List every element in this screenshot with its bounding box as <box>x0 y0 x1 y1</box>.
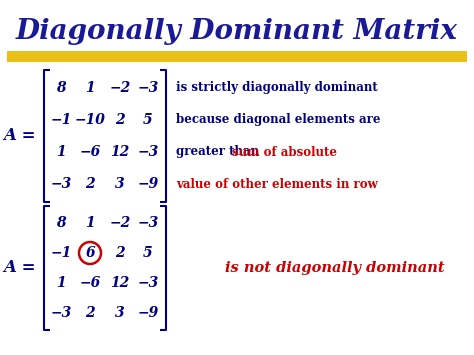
Text: 12: 12 <box>110 276 129 290</box>
Text: −6: −6 <box>79 145 100 159</box>
Text: is not diagonally dominant: is not diagonally dominant <box>225 261 445 275</box>
Text: 1: 1 <box>85 216 95 230</box>
Text: −2: −2 <box>109 81 131 95</box>
Text: is strictly diagonally dominant: is strictly diagonally dominant <box>176 82 378 94</box>
Text: A =: A = <box>4 127 36 144</box>
Text: −3: −3 <box>137 216 159 230</box>
Text: greater than: greater than <box>176 146 263 158</box>
Text: −3: −3 <box>50 177 72 191</box>
Text: because diagonal elements are: because diagonal elements are <box>176 114 381 126</box>
Text: 1: 1 <box>85 81 95 95</box>
Text: 3: 3 <box>115 306 125 320</box>
Text: 2: 2 <box>115 246 125 260</box>
FancyBboxPatch shape <box>7 51 467 62</box>
Text: −3: −3 <box>50 306 72 320</box>
Text: 12: 12 <box>110 145 129 159</box>
Text: −9: −9 <box>137 177 159 191</box>
Text: 1: 1 <box>56 145 66 159</box>
Text: 2: 2 <box>85 306 95 320</box>
Text: −2: −2 <box>109 216 131 230</box>
Text: −3: −3 <box>137 81 159 95</box>
Text: A =: A = <box>4 260 36 277</box>
Text: −1: −1 <box>50 246 72 260</box>
Text: 2: 2 <box>85 177 95 191</box>
Text: value of other elements in row: value of other elements in row <box>176 178 378 191</box>
Text: 3: 3 <box>115 177 125 191</box>
Text: Diagonally Dominant Matrix: Diagonally Dominant Matrix <box>16 18 458 45</box>
Text: 1: 1 <box>56 276 66 290</box>
Text: 8: 8 <box>56 216 66 230</box>
Text: 2: 2 <box>115 113 125 127</box>
Text: 6: 6 <box>85 246 95 260</box>
Text: −9: −9 <box>137 306 159 320</box>
Text: −3: −3 <box>137 276 159 290</box>
Text: −3: −3 <box>137 145 159 159</box>
Text: 5: 5 <box>143 246 153 260</box>
Text: −6: −6 <box>79 276 100 290</box>
Text: −1: −1 <box>50 113 72 127</box>
Text: sum of absolute: sum of absolute <box>232 146 337 158</box>
Text: 5: 5 <box>143 113 153 127</box>
Text: −10: −10 <box>74 113 105 127</box>
Text: 8: 8 <box>56 81 66 95</box>
